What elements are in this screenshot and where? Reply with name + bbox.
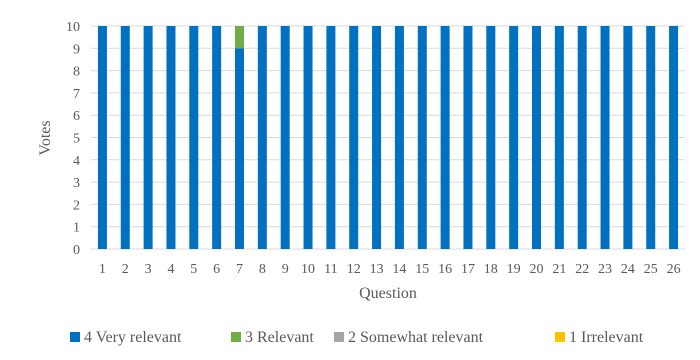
legend-swatch [70,332,80,342]
bar-segment [212,26,222,249]
x-tick-label: 17 [461,262,475,277]
bar-segment [257,26,267,249]
bars [97,26,679,249]
bar-segment [417,26,427,249]
bar-segment [166,26,176,249]
x-tick-label: 25 [644,262,658,277]
y-tick-label: 8 [73,65,80,80]
x-tick-label: 1 [99,262,106,277]
legend-swatch [555,332,565,342]
x-tick-label: 10 [301,262,315,277]
x-tick-label: 6 [213,262,220,277]
x-tick-label: 12 [347,262,361,277]
legend-label: 3 Relevant [245,329,314,346]
x-tick-label: 11 [324,262,337,277]
bar-segment [440,26,450,249]
y-tick-label: 5 [73,132,80,147]
x-tick-label: 16 [438,262,452,277]
bar-segment [326,26,336,249]
y-tick-label: 1 [73,221,80,236]
x-tick-label: 20 [530,262,544,277]
x-tick-label: 24 [621,262,635,277]
bar-segment [394,26,404,249]
y-tick-label: 2 [73,198,80,213]
x-tick-label: 23 [598,262,612,277]
bar-segment [303,26,313,249]
x-tick-label: 7 [236,262,243,277]
legend-swatch [231,332,241,342]
x-tick-label: 26 [667,262,681,277]
x-tick-label: 18 [484,262,498,277]
bar-segment [97,26,107,249]
bar-segment [554,26,564,249]
x-tick-label: 5 [190,262,197,277]
y-tick-label: 10 [66,20,80,35]
x-tick-label: 9 [282,262,289,277]
bar-segment [235,48,244,249]
y-tick-label: 4 [73,154,80,169]
legend-label: 1 Irrelevant [569,329,644,346]
legend: 4 Very relevant 3 Relevant 2 Somewhat rele… [70,329,644,346]
bar-segment [486,26,496,249]
bar-segment [189,26,199,249]
x-tick-label: 14 [392,262,406,277]
x-tick-label: 21 [552,262,566,277]
bar-segment [577,26,587,249]
x-tick-labels: 1 2 3 4 5 6 7 8 9 10 11 12 13 14 15 16 17 18 19 20 21 22 23 24 2… [99,262,681,277]
bar-segment [509,26,519,249]
legend-label: 4 Very relevant [84,329,182,346]
x-axis-title: Question [359,285,417,302]
legend-label: 2 Somewhat relevant [348,329,484,346]
bar-segment [120,26,130,249]
x-tick-label: 8 [259,262,266,277]
bar-segment [623,26,633,249]
y-axis-title: Votes [37,120,54,155]
y-tick-labels: 0 1 2 3 4 5 6 7 8 9 10 [66,20,80,258]
legend-swatch [334,332,344,342]
gridlines [91,25,685,250]
bar-segment [646,26,656,249]
x-tick-label: 2 [122,262,129,277]
y-tick-label: 9 [73,42,80,57]
x-tick-label: 19 [507,262,521,277]
bar-segment [372,26,382,249]
bar-segment [532,26,541,249]
bar-segment [600,26,610,249]
bar-segment [463,26,473,249]
bar-segment [280,26,290,249]
bar-segment [669,26,679,249]
x-tick-label: 3 [145,262,152,277]
y-tick-label: 0 [73,243,80,258]
y-tick-label: 6 [73,109,80,124]
x-tick-label: 13 [370,262,384,277]
bar-segment [143,26,153,249]
x-tick-label: 22 [575,262,589,277]
y-tick-label: 7 [73,87,80,102]
bar-segment [235,26,244,49]
bar-segment [349,26,359,249]
x-tick-label: 15 [415,262,429,277]
y-tick-label: 3 [73,176,80,191]
x-tick-label: 4 [167,262,174,277]
